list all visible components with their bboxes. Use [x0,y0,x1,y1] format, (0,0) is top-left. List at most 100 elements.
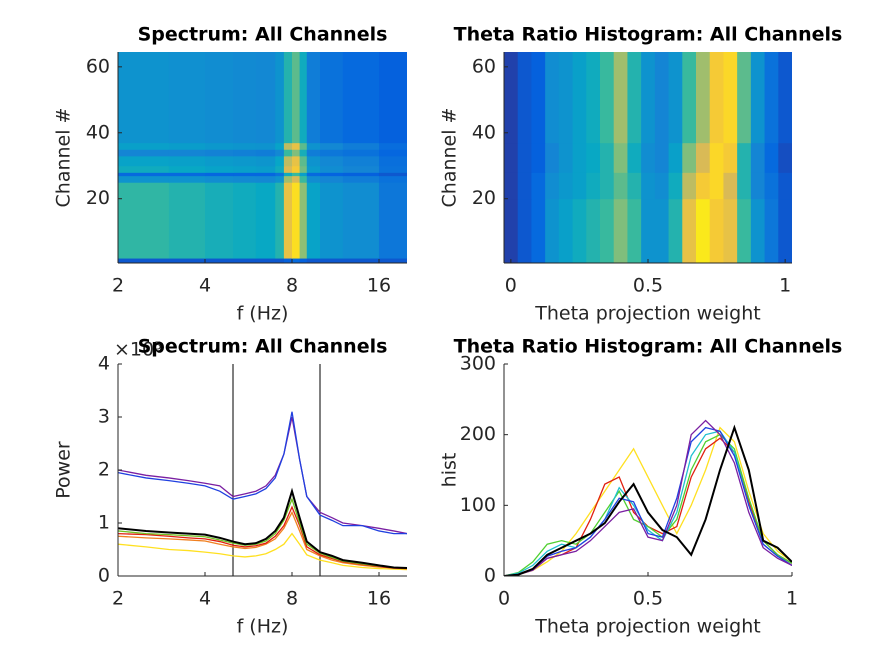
heat-cell [320,175,344,183]
chart-title: Spectrum: All Channels [138,336,388,358]
x-tick-label: 16 [367,275,391,297]
heat-cell [378,142,407,150]
heat-cell [545,198,560,263]
heat-cell [654,142,670,173]
heat-cell [306,52,321,144]
heat-cell [204,149,234,157]
heat-cell [641,52,656,144]
heat-cell [504,142,519,173]
x-tick-label: 2 [112,275,124,297]
heat-cell [627,172,642,200]
y-tick-label: 300 [460,353,496,375]
heat-cell [696,52,711,144]
heat-cell [558,142,574,173]
heat-cell [204,182,234,259]
heat-cell [320,142,344,150]
heat-cell [750,198,766,263]
heat-cell [545,52,560,144]
heat-cell [378,175,407,183]
heat-cell [709,52,724,144]
heat-cell [204,142,234,150]
heat-cell [517,172,532,200]
series-line [504,426,792,576]
series-line [504,419,792,576]
heat-cell [275,182,285,259]
heat-cell [737,172,752,200]
heat-cell [627,142,642,173]
heat-cell [291,52,301,144]
heat-cell [233,165,257,173]
heat-cell [627,52,642,144]
heat-cell [613,198,628,263]
y-axis-label: hist [439,453,461,488]
heat-cell [255,258,276,263]
heat-cell [255,165,276,173]
heat-cell [204,165,234,173]
plot-area [504,419,792,576]
heat-cell [320,165,344,173]
chart-title: Theta Ratio Histogram: All Channels [454,24,843,46]
chart-title: Theta Ratio Histogram: All Channels [454,336,843,358]
heat-cell [696,142,711,173]
heat-cell [572,142,587,173]
heat-cell [723,172,738,200]
y-tick-label: 40 [472,121,496,143]
heat-cell [764,172,779,200]
heat-cell [306,149,321,157]
heat-cell [572,172,587,200]
heat-cell [299,149,308,157]
heat-cell [283,175,293,183]
heat-cell [682,142,697,173]
heat-cell [204,155,234,167]
heat-cell [118,182,170,259]
heat-cell [118,175,170,183]
heat-cell [586,198,601,263]
heat-cell [306,172,321,177]
heat-cell [668,172,683,200]
subplot: 2 4 8 16 20 40 60 f (Hz) Channel # Spectrum: All … [53,24,407,325]
x-tick-label: 4 [199,275,211,297]
heat-cell [342,149,380,157]
y-axis-label: Power [53,441,75,499]
heat-cell [233,52,257,144]
heat-cell [291,165,301,173]
heat-cell [291,182,301,259]
y-tick-label: 4 [98,353,110,375]
series-line [118,416,407,535]
plot-area [118,52,407,263]
heat-cell [291,155,301,167]
x-axis-label: Theta projection weight [534,303,760,325]
heat-cell [299,52,308,144]
heat-cell [233,175,257,183]
heat-cell [378,155,407,167]
heat-cell [299,172,308,177]
heat-cell [517,198,532,263]
heat-cell [306,182,321,259]
heat-cell [558,198,574,263]
heat-cell [627,198,642,263]
heat-cell [531,52,546,144]
y-tick-label: 40 [86,121,110,143]
heat-cell [168,155,206,167]
heat-cell [168,52,206,144]
heat-cell [283,52,293,144]
x-tick-label: 1 [786,588,798,610]
y-tick-label: 20 [472,187,496,209]
x-tick-label: 4 [199,588,211,610]
heat-cell [517,142,532,173]
heat-cell [320,149,344,157]
y-tick-label: 60 [86,55,110,77]
heat-cell [204,52,234,144]
heat-cell [709,198,724,263]
heat-cell [299,182,308,259]
heat-cell [204,175,234,183]
x-axis-label: Theta projection weight [534,616,760,638]
heat-cell [668,52,683,144]
heat-cell [696,172,711,200]
heat-cell [283,172,293,177]
x-tick-label: 8 [286,588,298,610]
heat-cell [168,172,206,177]
heat-cell [233,142,257,150]
